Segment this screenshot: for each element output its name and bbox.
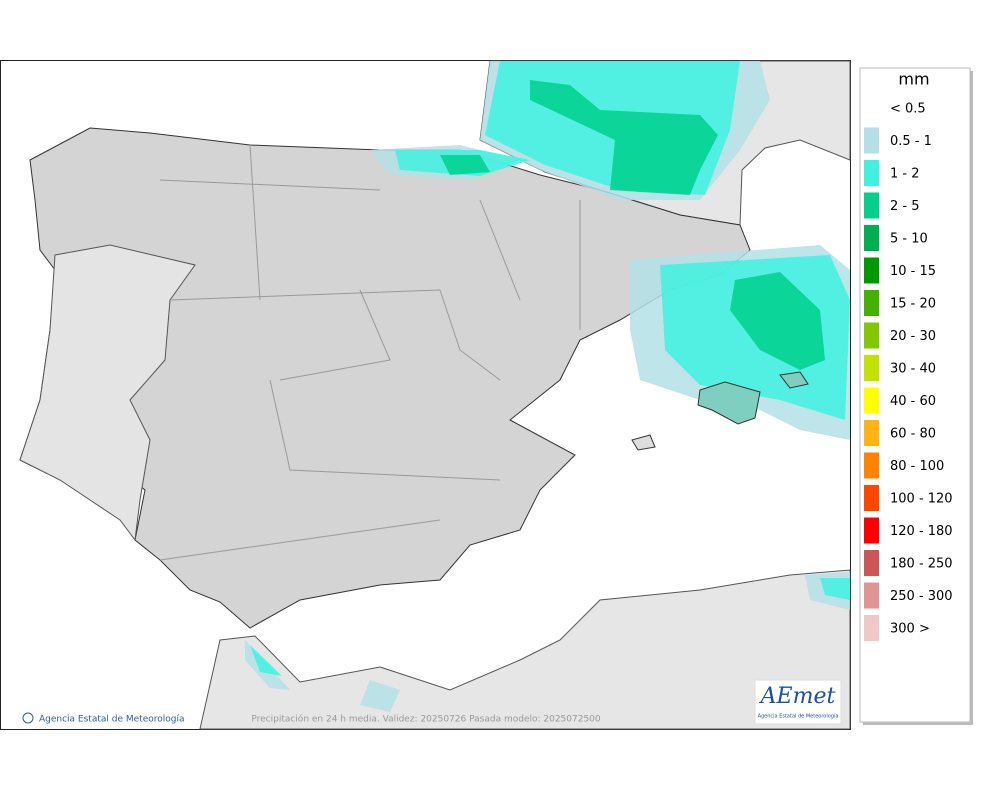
legend-swatch [864,355,879,381]
legend-label: 15 - 20 [890,297,936,312]
legend-swatch [864,257,879,284]
legend-swatch [864,322,879,349]
logo: AEmet Agencia Estatal de Meteorología [754,679,842,725]
legend-swatch [864,485,879,511]
legend-label: 1 - 2 [890,167,920,182]
logo-mark: AEmet [759,684,836,709]
legend-swatch [864,387,879,414]
menorca [779,371,809,389]
legend-label: 40 - 60 [890,394,936,409]
legend-label: 5 - 10 [890,232,928,247]
legend-swatch [864,127,879,154]
legend-swatch [864,452,879,479]
legend-label: 80 - 100 [890,459,944,474]
caption: Precipitación en 24 h media. Validez: 20… [251,714,601,725]
legend-label: 100 - 120 [890,492,953,507]
legend-swatch [864,615,879,641]
legend-label: < 0.5 [890,102,926,117]
regions [159,144,581,561]
map: Agencia Estatal de Meteorología Precipit… [0,60,851,730]
legend-swatch [864,225,879,251]
agency-credit: Agencia Estatal de Meteorología [39,715,185,725]
legend: mm < 0.5 0.5 - 1 1 - 2 2 - 5 5 - 10 10 - 15 15… [859,67,973,725]
legend-label: 10 - 15 [890,264,936,279]
africa [199,569,851,730]
rain-moderate [250,61,850,676]
legend-swatch [864,550,879,576]
legend-label: 300 > [890,622,930,637]
legend-label: 0.5 - 1 [890,134,932,149]
rain-heavy [440,80,825,370]
logo-box [754,679,842,725]
legend-swatch [864,517,879,544]
legend-swatch [864,290,879,316]
legend-label: 180 - 250 [890,557,953,572]
legend-label: 250 - 300 [890,589,953,604]
copyright-icon [22,712,34,724]
ibiza [631,434,656,451]
portugal [19,244,196,542]
legend-swatch [864,420,879,446]
legend-swatch [864,582,879,609]
legend-title: mm [898,70,929,89]
legend-swatch [864,192,879,219]
region-borders [159,144,581,561]
legend-swatch [864,160,879,186]
legend-label: 120 - 180 [890,524,953,539]
mallorca [697,381,761,425]
legend-label: 2 - 5 [890,199,920,214]
legend-label: 30 - 40 [890,362,936,377]
legend-label: 60 - 80 [890,427,936,442]
legend-label: 20 - 30 [890,329,936,344]
logo-text: Agencia Estatal de Meteorología [758,713,839,720]
